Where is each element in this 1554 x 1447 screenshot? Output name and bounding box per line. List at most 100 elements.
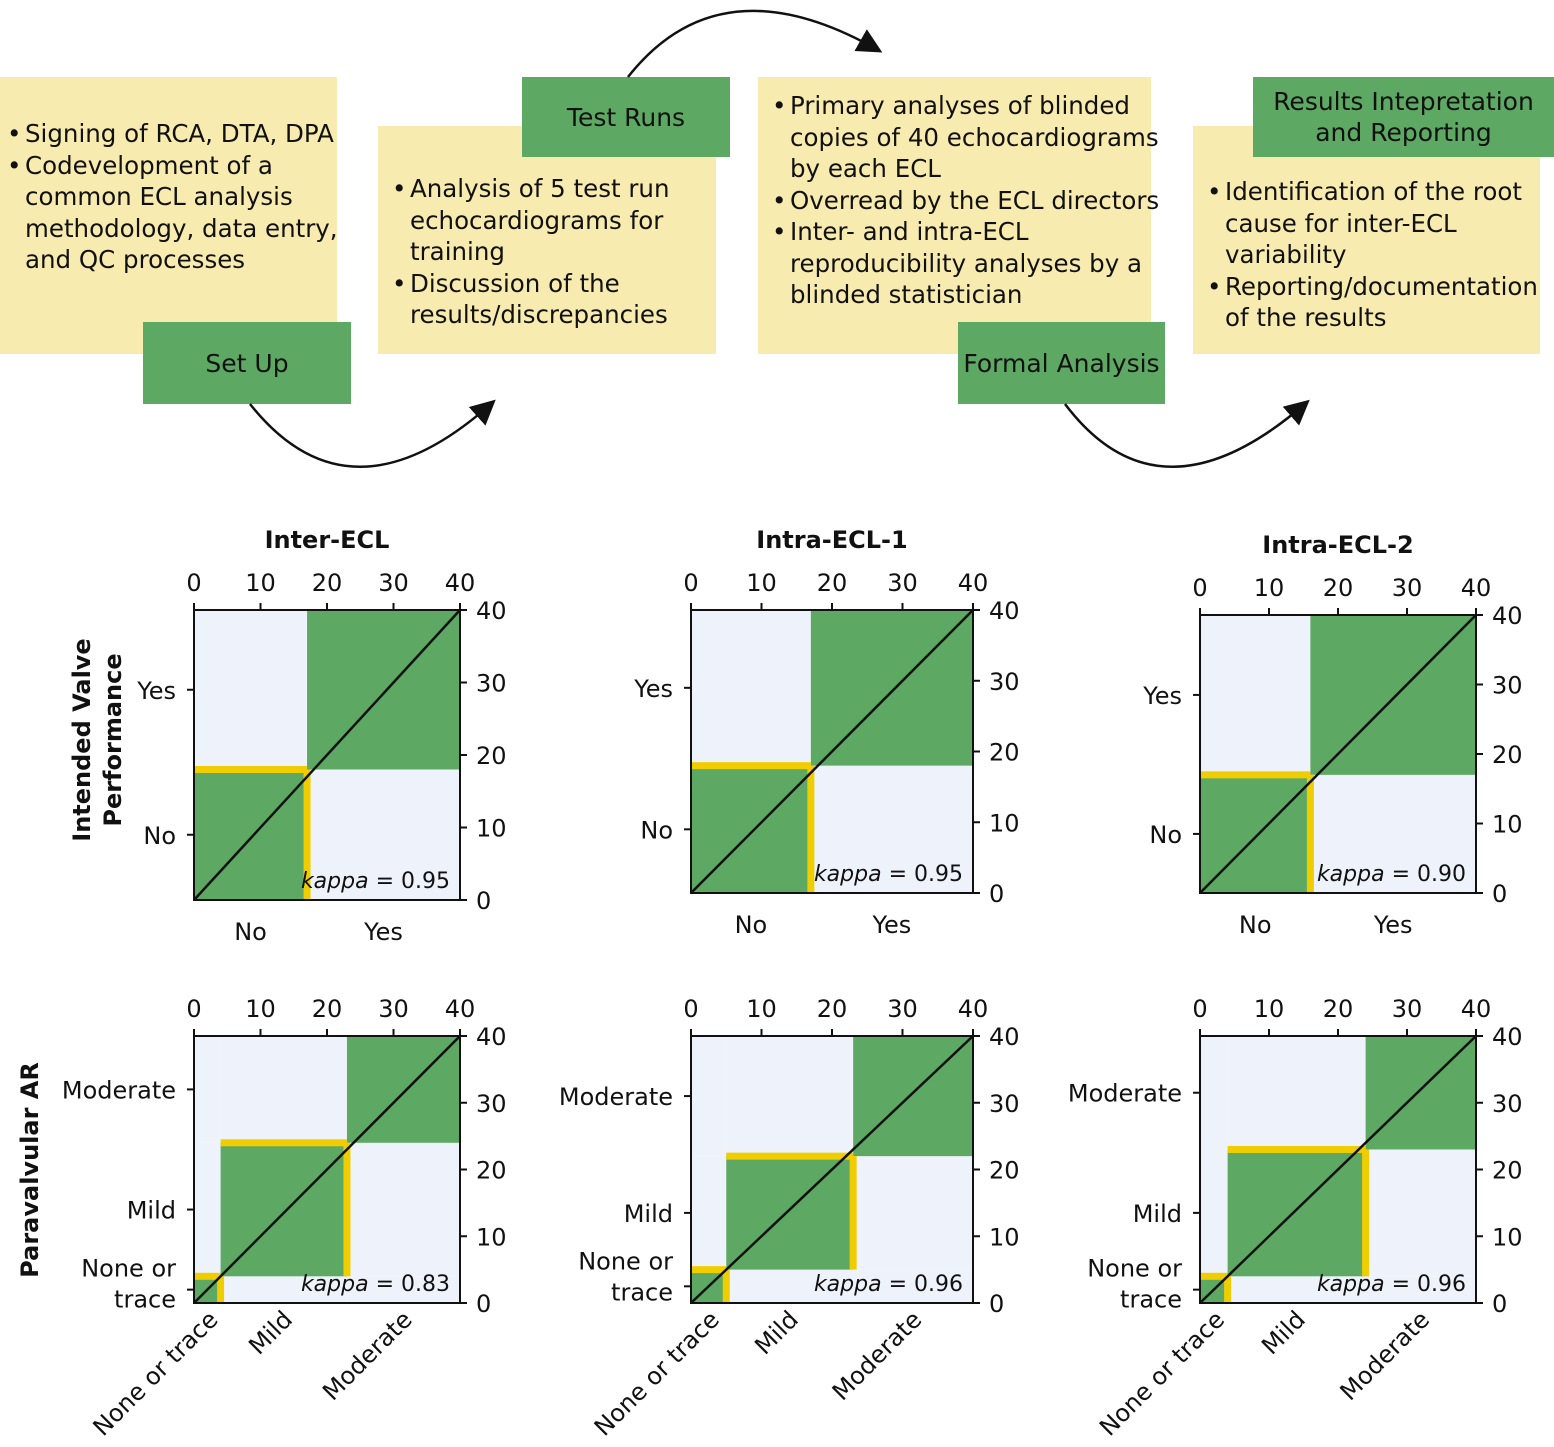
- y-category-label: Mild: [127, 1197, 176, 1225]
- disagreement-cell: [691, 1036, 727, 1157]
- disagreement-cell: [346, 1276, 460, 1303]
- disagreement-cell: [220, 1036, 347, 1143]
- y-category-label: Yes: [1142, 682, 1182, 710]
- category-boundary: [1227, 1145, 1366, 1153]
- disagreement-cell: [1227, 1276, 1366, 1303]
- x-tick-label: 30: [1392, 995, 1423, 1023]
- kappa-word: kappa: [1317, 862, 1392, 887]
- kappa-label: kappa = 0.96: [1317, 1272, 1466, 1297]
- y-tick-label: 30: [989, 668, 1020, 696]
- y-tick-label: 40: [476, 1023, 507, 1051]
- disagreement-cell: [1200, 615, 1311, 775]
- x-tick-label: 20: [817, 995, 848, 1023]
- y-tick-label: 10: [1492, 1223, 1523, 1251]
- formal-analysis-bullet: Overread by the ECL directors: [772, 185, 1165, 217]
- disagreement-cell: [726, 1269, 854, 1303]
- y-tick-label: 30: [476, 1090, 507, 1118]
- y-tick-label: 0: [1492, 1290, 1507, 1318]
- y-tick-label: 10: [1492, 811, 1523, 839]
- x-tick-label: 30: [1392, 574, 1423, 602]
- y-tick-label: 20: [1492, 1157, 1523, 1185]
- kappa-word: kappa: [301, 869, 376, 894]
- setup-bullet: Signing of RCA, DTA, DPA: [7, 118, 350, 150]
- disagreement-cell: [1227, 1036, 1366, 1150]
- identity-line: [1199, 1035, 1477, 1304]
- y-tick-label: 10: [476, 1223, 507, 1251]
- x-tick-label: 30: [378, 995, 409, 1023]
- agreement-chart: 0 10 20 30 40 0 10 20 30 40 No No Yes Yes Intra-ECL-1 k…: [633, 526, 1019, 939]
- x-tick-label: 0: [683, 569, 698, 597]
- chart-title: Intra-ECL-1: [756, 526, 907, 554]
- disagreement-cell: [1310, 774, 1476, 893]
- x-tick-label: 10: [1254, 995, 1285, 1023]
- x-tick-label: 0: [186, 995, 201, 1023]
- disagreement-cell: [1365, 1276, 1476, 1303]
- x-category-label: Yes: [363, 918, 403, 946]
- chart-title: Intra-ECL-2: [1262, 531, 1413, 559]
- agreement-chart: 0 10 20 30 40 0 10 20 30 40 No No Yes Yes Intra-ECL-2 k…: [1142, 531, 1522, 939]
- x-category-label: Yes: [872, 911, 912, 939]
- x-tick-label: 20: [312, 569, 343, 597]
- test-runs-bullet: Discussion of the results/discrepancies: [392, 268, 728, 331]
- y-tick-label: 40: [989, 1023, 1020, 1051]
- y-category-label: No: [1149, 821, 1182, 849]
- chart-title: Inter-ECL: [265, 526, 390, 554]
- x-category-label: No: [735, 911, 768, 939]
- test-runs-bullets: Analysis of 5 test run echocardiograms f…: [392, 173, 728, 331]
- category-boundary: [1306, 774, 1314, 893]
- y-tick-label: 20: [476, 1157, 507, 1185]
- x-tick-label: 30: [378, 569, 409, 597]
- x-category-label: Moderate: [317, 1305, 418, 1406]
- agreement-chart: 0 10 20 30 40 0 10 20 30 40 No No Yes Yes Inter-ECL Int…: [68, 526, 507, 946]
- category-boundary: [303, 769, 311, 900]
- x-tick-label: 30: [887, 995, 918, 1023]
- disagreement-cell: [691, 610, 811, 766]
- category-boundary: [194, 1272, 221, 1280]
- identity-line: [690, 609, 974, 894]
- y-category-label: trace: [114, 1285, 176, 1313]
- x-tick-label: 10: [245, 995, 276, 1023]
- disagreement-cell: [220, 1276, 347, 1303]
- x-tick-label: 40: [445, 569, 476, 597]
- y-tick-label: 10: [989, 809, 1020, 837]
- y-tick-label: 40: [1492, 1023, 1523, 1051]
- x-category-label: Moderate: [1335, 1305, 1436, 1406]
- y-axis-title-line: Performance: [99, 653, 127, 826]
- x-category-label: None or trace: [88, 1305, 224, 1441]
- category-boundary: [343, 1142, 351, 1277]
- y-category-label: Moderate: [62, 1076, 176, 1104]
- disagreement-cell: [194, 610, 308, 770]
- kappa-word: kappa: [814, 862, 889, 887]
- category-boundary: [1200, 1272, 1228, 1280]
- disagreement-cell: [853, 1269, 973, 1303]
- disagreement-cell: [726, 1036, 854, 1157]
- y-category-label: Mild: [624, 1200, 673, 1228]
- y-category-label: trace: [1120, 1285, 1182, 1313]
- y-tick-label: 20: [1492, 741, 1523, 769]
- category-boundary: [726, 1152, 854, 1160]
- identity-line: [193, 609, 461, 901]
- identity-line: [193, 1035, 461, 1304]
- x-category-label: None or trace: [1094, 1305, 1230, 1441]
- disagreement-cell: [691, 1156, 727, 1270]
- x-tick-label: 40: [1461, 995, 1492, 1023]
- y-tick-label: 30: [989, 1090, 1020, 1118]
- y-tick-label: 10: [476, 815, 507, 843]
- x-tick-label: 20: [312, 995, 343, 1023]
- category-boundary: [691, 1266, 727, 1274]
- arrow-formal-to-results: [1064, 399, 1310, 468]
- kappa-value: = 0.95: [889, 862, 963, 887]
- y-tick-label: 20: [989, 739, 1020, 767]
- test-runs-bullet: Analysis of 5 test run echocardiograms f…: [392, 173, 728, 268]
- category-boundary: [220, 1139, 347, 1147]
- y-axis-title: Intended Valve Performance: [68, 638, 127, 841]
- x-tick-label: 0: [683, 995, 698, 1023]
- y-tick-label: 30: [1492, 1090, 1523, 1118]
- y-category-label: No: [143, 822, 176, 850]
- y-tick-label: 0: [989, 880, 1004, 908]
- disagreement-cell: [194, 1142, 221, 1277]
- x-tick-label: 10: [746, 569, 777, 597]
- x-category-label: Moderate: [827, 1305, 928, 1406]
- x-category-label: Mild: [749, 1305, 804, 1360]
